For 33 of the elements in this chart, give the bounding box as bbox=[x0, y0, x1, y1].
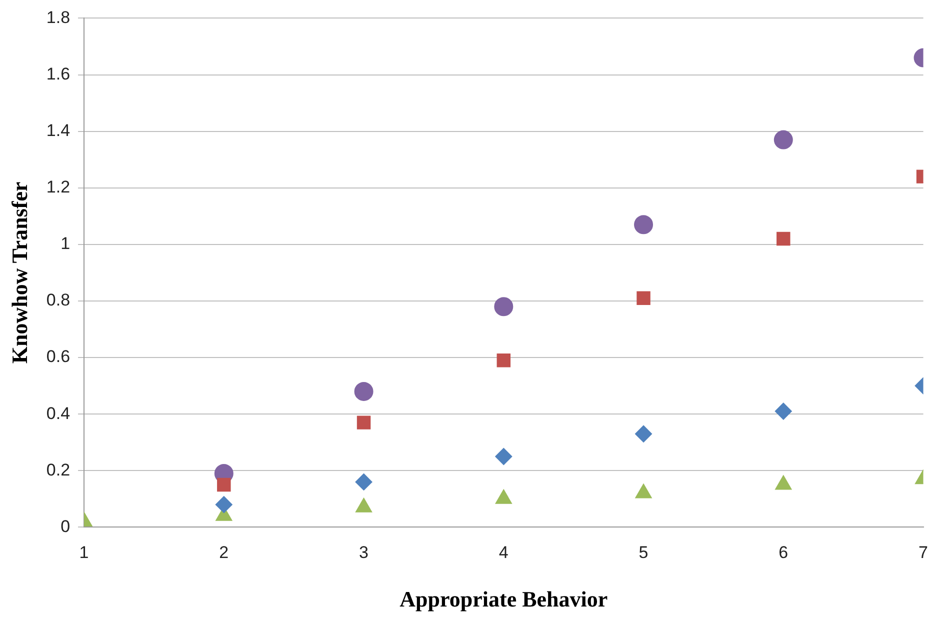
y-tick-label: 1.8 bbox=[46, 8, 70, 27]
point bbox=[496, 353, 511, 368]
point bbox=[354, 382, 374, 401]
point bbox=[494, 297, 514, 316]
point bbox=[355, 473, 372, 490]
y-tick-label: 0.8 bbox=[46, 290, 70, 310]
x-tick-label: 6 bbox=[778, 543, 788, 562]
point bbox=[215, 496, 232, 514]
x-tick-label: 5 bbox=[638, 543, 648, 562]
y-tick-label: 1 bbox=[60, 234, 70, 254]
point bbox=[495, 448, 512, 466]
x-tick-label: 2 bbox=[219, 543, 229, 562]
y-tick-label: 1.2 bbox=[46, 178, 70, 197]
point bbox=[217, 478, 231, 492]
y-tick-label: 0.2 bbox=[46, 460, 70, 480]
y-tick-label: 0.4 bbox=[46, 404, 70, 423]
point bbox=[634, 215, 654, 234]
point bbox=[356, 416, 371, 430]
x-tick-label: 1 bbox=[79, 543, 89, 562]
point bbox=[774, 130, 793, 150]
point bbox=[774, 402, 792, 420]
y-tick-label: 1.6 bbox=[46, 64, 70, 84]
point bbox=[636, 291, 650, 306]
point bbox=[635, 425, 652, 442]
y-tick-label: 0.6 bbox=[46, 347, 70, 366]
y-axis-title: Knowhow Transfer bbox=[6, 182, 32, 364]
y-tick-label: 0 bbox=[60, 516, 70, 536]
x-tick-label: 3 bbox=[359, 543, 369, 562]
x-axis-title: Appropriate Behavior bbox=[400, 586, 608, 612]
y-tick-label: 1.4 bbox=[46, 121, 70, 140]
x-tick-label: 4 bbox=[498, 543, 508, 562]
x-tick-label: 7 bbox=[918, 543, 928, 562]
point bbox=[776, 232, 790, 246]
